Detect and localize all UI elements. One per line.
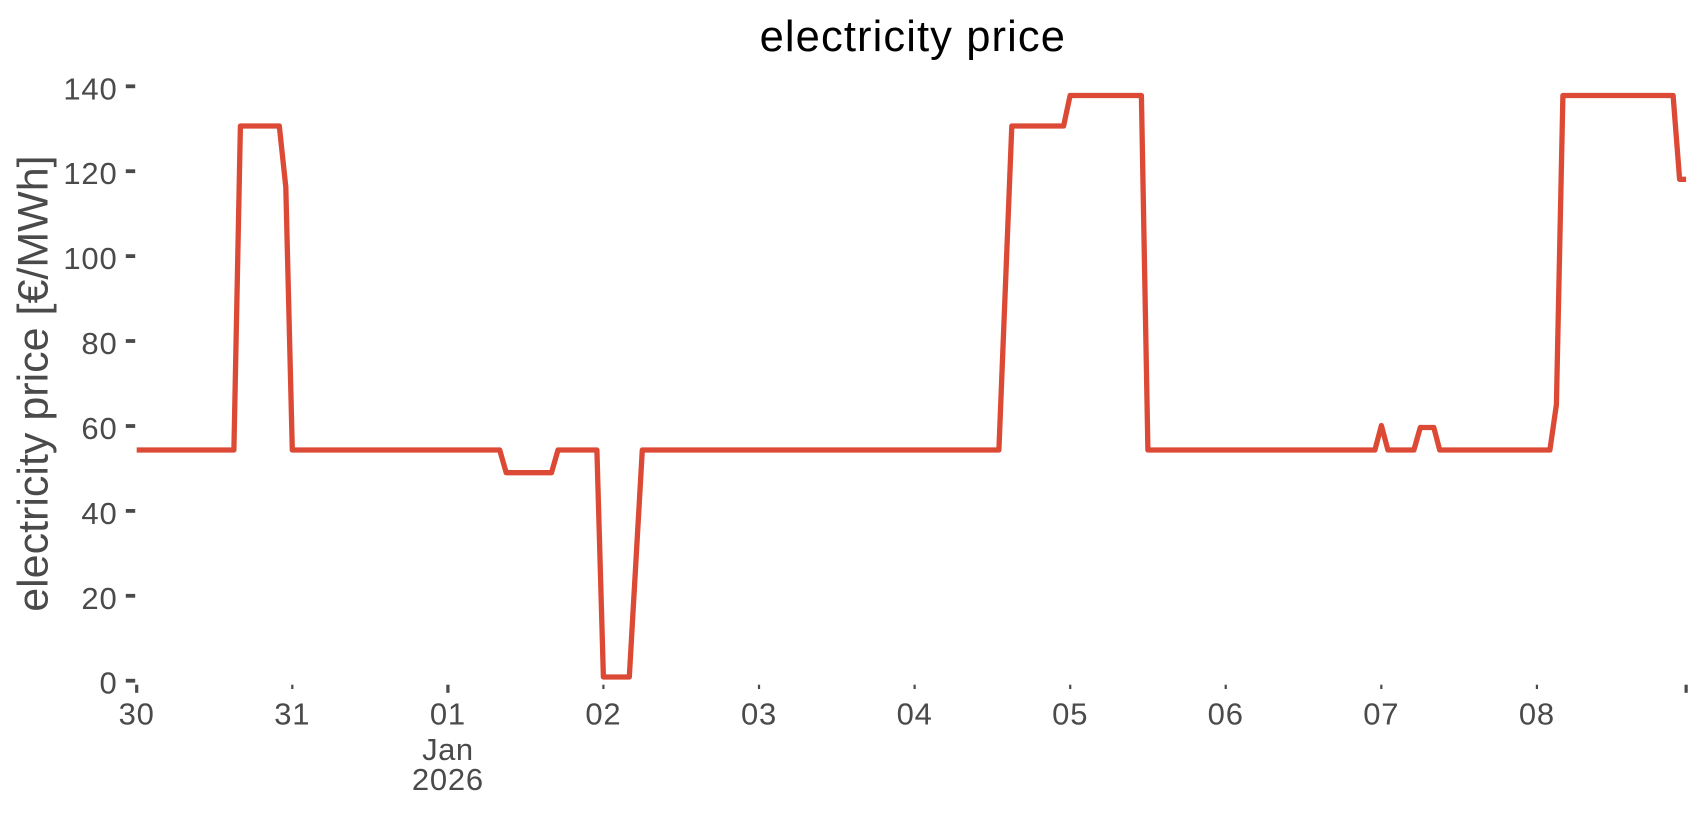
svg-text:06: 06 [1208, 697, 1244, 732]
svg-text:31: 31 [274, 697, 310, 732]
svg-text:08: 08 [1519, 697, 1555, 732]
svg-text:20: 20 [81, 581, 117, 616]
svg-text:electricity price [€/MWh]: electricity price [€/MWh] [10, 155, 58, 611]
svg-text:electricity price: electricity price [760, 13, 1066, 61]
svg-text:05: 05 [1052, 697, 1088, 732]
svg-text:100: 100 [63, 241, 117, 276]
svg-text:04: 04 [897, 697, 933, 732]
svg-text:120: 120 [63, 156, 117, 191]
svg-text:40: 40 [81, 496, 117, 531]
svg-text:140: 140 [63, 71, 117, 106]
svg-text:80: 80 [81, 326, 117, 361]
svg-text:30: 30 [119, 697, 155, 732]
svg-text:0: 0 [99, 666, 117, 701]
svg-text:01: 01 [430, 697, 466, 732]
svg-text:2026: 2026 [412, 762, 484, 797]
svg-text:Jan: Jan [422, 732, 473, 767]
svg-text:07: 07 [1363, 697, 1399, 732]
svg-text:03: 03 [741, 697, 777, 732]
svg-text:60: 60 [81, 411, 117, 446]
svg-text:02: 02 [585, 697, 621, 732]
